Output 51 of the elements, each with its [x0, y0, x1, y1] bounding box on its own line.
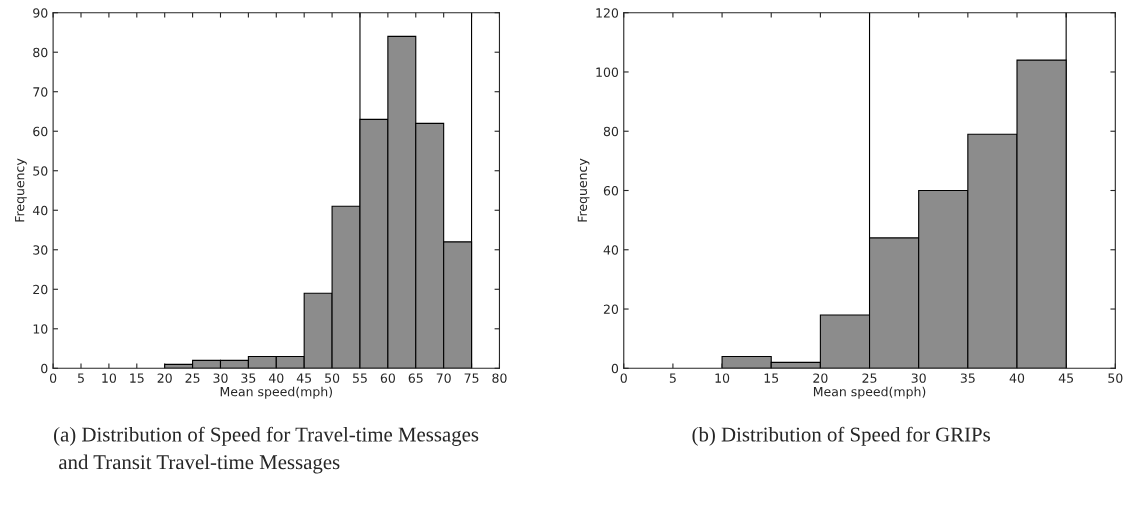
- y-tick-label: 90: [33, 8, 48, 18]
- x-tick-label: 25: [862, 373, 877, 383]
- x-tick-label: 10: [715, 373, 730, 383]
- y-tick-label: 80: [33, 47, 48, 58]
- x-tick-label: 15: [130, 373, 144, 383]
- y-tick-label: 40: [32, 205, 48, 216]
- y-tick-label: 100: [596, 67, 619, 77]
- x-tick-label: 40: [268, 373, 284, 383]
- y-tick-label: 20: [33, 284, 48, 295]
- y-tick-label: 50: [33, 166, 48, 176]
- y-tick-label: 30: [33, 245, 48, 255]
- y-tick-label: 70: [33, 87, 48, 97]
- x-tick-label: 35: [241, 373, 256, 383]
- text: (b) Distribution of Speed for GRIPs: [692, 426, 990, 446]
- x-tick-label: 50: [325, 373, 340, 383]
- y-tick-label: 120: [596, 8, 619, 18]
- y-tick-label: 80: [603, 126, 619, 137]
- y-tick-label: 10: [33, 324, 48, 334]
- y-tick-label: 20: [603, 304, 619, 314]
- x-tick-label: 40: [1009, 373, 1025, 383]
- x-tick-label: 5: [78, 373, 84, 383]
- y-tick-label: 60: [33, 126, 48, 137]
- y-tick-label: 60: [603, 185, 619, 196]
- x-axis-title: Mean speed(mph): [813, 386, 926, 399]
- y-tick-label: 40: [603, 245, 619, 255]
- y-tick-label: 0: [41, 363, 48, 374]
- x-tick-label: 60: [380, 373, 395, 383]
- x-tick-label: 0: [49, 373, 57, 383]
- x-tick-label: 20: [813, 373, 828, 383]
- x-tick-label: 55: [352, 373, 367, 383]
- x-tick-label: 50: [1108, 373, 1123, 383]
- y-tick-label: 0: [611, 363, 619, 374]
- x-tick-label: 80: [492, 373, 507, 383]
- x-tick-label: 25: [185, 373, 200, 383]
- text: (a) Distribution of Speed for Travel-time Messages and Transit Travel-time Messages: [54, 426, 479, 474]
- x-tick-label: 30: [213, 373, 228, 383]
- x-tick-label: 45: [296, 373, 312, 383]
- x-tick-label: 10: [102, 373, 117, 383]
- x-tick-label: 45: [1058, 373, 1074, 383]
- x-tick-label: 75: [464, 373, 479, 383]
- y-axis-title: Frequency: [577, 158, 590, 222]
- x-axis-title: Mean speed(mph): [220, 386, 332, 399]
- y-axis-title: Frequency: [15, 158, 27, 222]
- x-tick-label: 35: [960, 373, 975, 383]
- x-tick-label: 70: [436, 373, 451, 383]
- x-tick-label: 20: [157, 373, 172, 383]
- x-tick-label: 0: [620, 373, 627, 383]
- x-tick-label: 65: [408, 373, 423, 383]
- x-tick-label: 30: [911, 373, 926, 383]
- x-tick-label: 5: [669, 373, 676, 383]
- x-tick-label: 15: [764, 373, 779, 383]
